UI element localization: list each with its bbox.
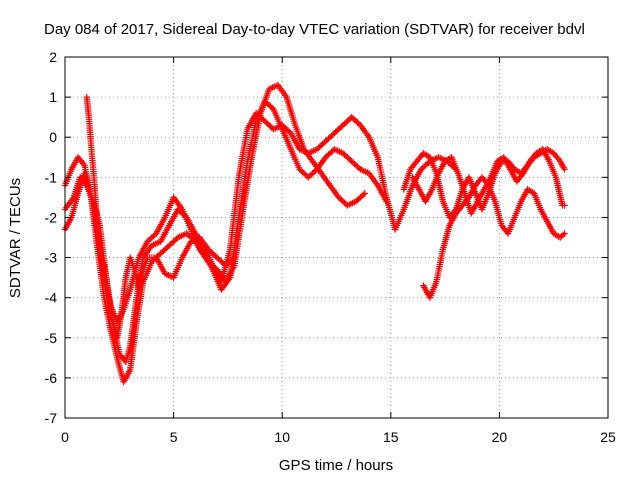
data-point	[268, 104, 276, 112]
y-tick-label: 1	[49, 89, 57, 105]
data-point	[360, 191, 367, 198]
y-tick-label: -2	[45, 209, 58, 225]
chart-title: Day 084 of 2017, Sidereal Day-to-day VTE…	[44, 21, 585, 38]
y-tick-label: -3	[45, 250, 58, 266]
series-arc-7	[409, 146, 568, 217]
x-tick-label: 10	[274, 429, 290, 445]
plot-frame	[64, 56, 609, 419]
y-tick-label: -6	[45, 370, 58, 386]
y-axis-title: SDTVAR / TECUs	[7, 178, 24, 298]
y-tick-label: 2	[49, 49, 57, 65]
series-arc-1	[61, 109, 460, 366]
x-axis-title: GPS time / hours	[279, 457, 393, 474]
data-point	[361, 190, 368, 197]
y-tick-label: 0	[49, 129, 57, 145]
data-point	[559, 231, 567, 239]
data-point	[561, 202, 568, 209]
y-tick-label: -5	[45, 330, 58, 346]
axis-ticks: 0 5 10 15 20 25 -7 -6 -5 -4 -3 -2 -1 0 1 2	[45, 49, 616, 445]
x-tick-label: 25	[600, 429, 616, 445]
x-tick-label: 15	[383, 429, 399, 445]
grid-layer	[65, 57, 608, 418]
x-tick-label: 0	[61, 429, 69, 445]
y-tick-label: -7	[45, 410, 58, 426]
series-arc-3	[83, 93, 238, 341]
series-arc-4	[61, 81, 368, 325]
y-tick-label: -1	[45, 169, 58, 185]
x-tick-label: 20	[492, 429, 508, 445]
data-point	[561, 230, 568, 237]
data-marks	[61, 81, 568, 386]
data-point	[383, 198, 390, 205]
y-tick-label: -4	[45, 290, 58, 306]
x-tick-label: 5	[170, 429, 178, 445]
data-point	[561, 166, 568, 173]
series-arc-2	[61, 97, 390, 386]
